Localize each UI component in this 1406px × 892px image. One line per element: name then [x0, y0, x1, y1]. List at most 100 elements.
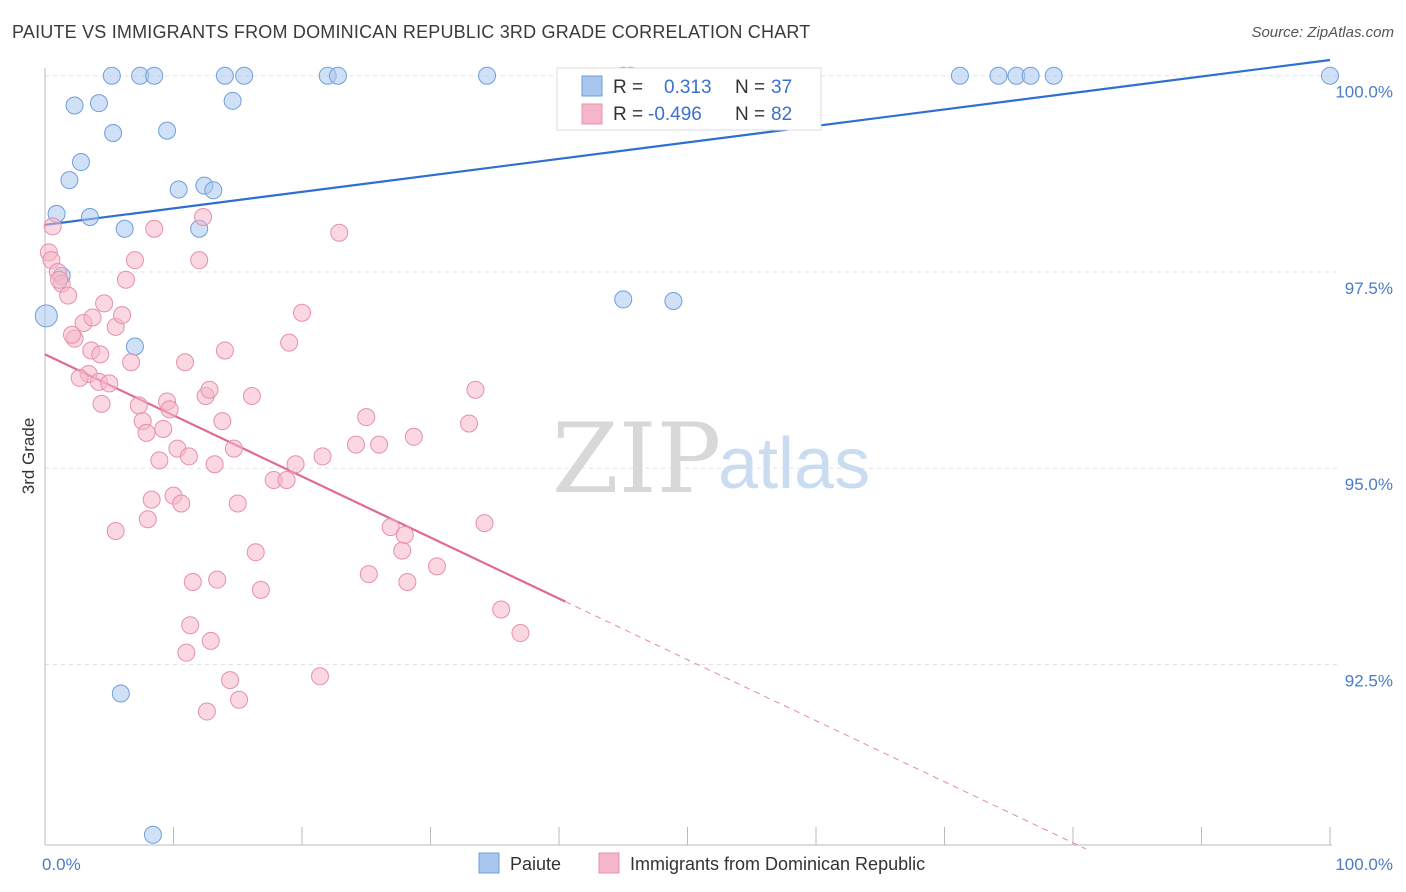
trend-line-0 — [44, 58, 1331, 226]
point-0-31 — [34, 304, 58, 328]
x-tick-label-1: 100.0% — [1335, 855, 1393, 874]
point-1-65 — [310, 667, 329, 686]
point-1-39 — [179, 447, 198, 466]
y-axis-label: 3rd Grade — [19, 418, 38, 495]
point-1-55 — [228, 494, 247, 513]
gridlines — [45, 75, 1340, 665]
point-0-34 — [125, 337, 144, 356]
point-1-20 — [116, 270, 135, 289]
point-1-81 — [492, 600, 511, 619]
point-1-71 — [370, 435, 389, 454]
point-1-61 — [277, 470, 296, 489]
point-1-54 — [224, 439, 243, 458]
point-0-28 — [115, 219, 134, 238]
data-points — [34, 66, 1339, 844]
point-0-10 — [950, 66, 969, 85]
point-1-44 — [194, 208, 213, 226]
point-1-77 — [427, 557, 446, 576]
point-1-50 — [208, 570, 227, 589]
point-1-34 — [160, 400, 179, 419]
point-0-27 — [80, 208, 99, 226]
point-1-56 — [230, 690, 249, 709]
point-1-19 — [113, 306, 132, 325]
point-0-33 — [664, 291, 683, 310]
point-1-57 — [242, 386, 261, 405]
point-1-41 — [177, 643, 196, 662]
point-1-27 — [145, 219, 164, 238]
point-0-2 — [145, 66, 164, 85]
point-1-29 — [154, 419, 173, 438]
point-1-52 — [215, 341, 234, 360]
point-0-36 — [143, 825, 162, 844]
point-0-16 — [65, 96, 84, 115]
point-1-72 — [381, 518, 400, 537]
series-1 — [39, 208, 530, 721]
point-0-32 — [614, 290, 633, 309]
point-0-3 — [215, 66, 234, 85]
watermark: ZIP atlas — [552, 403, 870, 515]
watermark-zip: ZIP — [552, 403, 721, 515]
point-1-21 — [122, 353, 141, 372]
point-0-4 — [235, 66, 254, 85]
point-1-67 — [330, 223, 349, 242]
axes — [44, 68, 1332, 846]
point-1-78 — [460, 414, 479, 433]
point-1-48 — [201, 631, 220, 650]
point-1-40 — [183, 573, 202, 592]
point-0-19 — [104, 124, 123, 143]
point-1-59 — [251, 580, 270, 599]
point-0-20 — [158, 121, 177, 140]
legend-n-value-2: 82 — [771, 104, 792, 125]
point-1-17 — [95, 294, 114, 313]
point-1-51 — [213, 412, 232, 431]
point-0-14 — [1044, 66, 1063, 85]
trend-line-1 — [44, 353, 566, 603]
point-1-58 — [246, 543, 265, 562]
point-1-24 — [92, 394, 111, 413]
point-1-22 — [125, 251, 144, 270]
legend-r-value-1: 0.313 — [664, 77, 712, 98]
point-1-26 — [137, 423, 156, 442]
point-1-82 — [511, 624, 530, 643]
point-1-31 — [142, 490, 161, 509]
chart-title: PAIUTE VS IMMIGRANTS FROM DOMINICAN REPU… — [12, 22, 811, 42]
point-0-18 — [223, 91, 242, 110]
point-1-62 — [280, 333, 299, 352]
point-1-6 — [50, 270, 69, 289]
chart-source: Source: ZipAtlas.com — [1251, 24, 1394, 41]
point-1-32 — [106, 522, 125, 540]
point-0-13 — [1021, 66, 1040, 85]
point-1-73 — [393, 541, 412, 560]
point-1-23 — [129, 396, 148, 415]
legend-r-value-2: -0.496 — [648, 104, 702, 125]
point-1-80 — [475, 514, 494, 533]
tick-labels: 100.0% 97.5% 95.0% 92.5% 0.0% 100.0% — [42, 83, 1393, 874]
point-1-75 — [398, 573, 417, 592]
point-1-53 — [221, 671, 240, 690]
bottom-legend-label-dominican: Immigrants from Dominican Republic — [630, 854, 925, 874]
bottom-legend-label-paiute: Paiute — [510, 854, 561, 874]
legend-swatch-dominican — [581, 103, 603, 125]
point-1-43 — [190, 251, 209, 270]
point-0-17 — [89, 94, 108, 113]
point-0-21 — [71, 153, 90, 172]
point-1-37 — [172, 494, 191, 513]
trend-line-extension-1 — [565, 601, 1087, 850]
point-1-68 — [346, 435, 365, 454]
legend-n-value-1: 37 — [771, 77, 792, 98]
point-0-11 — [989, 66, 1008, 85]
x-tick-label-0: 0.0% — [42, 855, 81, 874]
point-1-11 — [91, 345, 110, 364]
point-1-2 — [43, 217, 62, 236]
point-0-23 — [169, 180, 188, 199]
trend-lines — [44, 58, 1331, 850]
point-1-79 — [466, 380, 485, 399]
point-1-30 — [138, 510, 157, 529]
point-1-49 — [205, 455, 224, 474]
point-0-25 — [204, 181, 223, 200]
y-tick-label-3: 92.5% — [1345, 671, 1393, 690]
point-0-22 — [60, 171, 79, 190]
y-tick-label-0: 100.0% — [1335, 83, 1393, 102]
point-1-70 — [359, 565, 378, 584]
